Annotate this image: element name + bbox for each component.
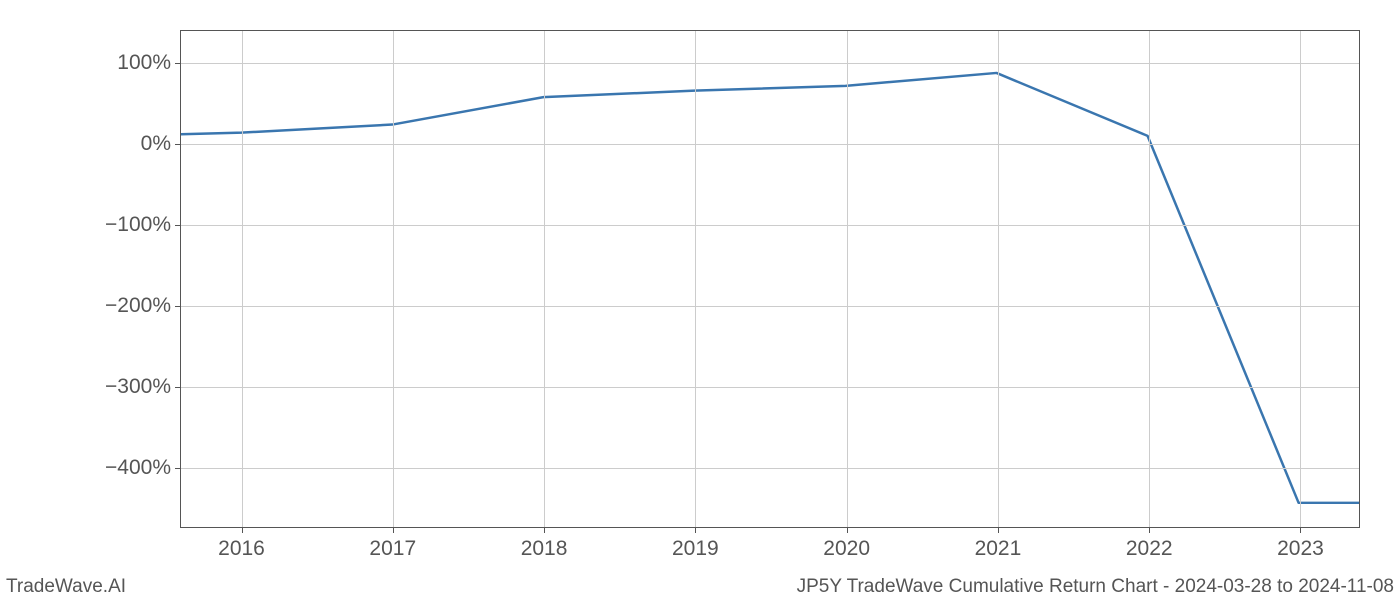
y-tick-label: −100% xyxy=(105,213,171,237)
x-tick-mark xyxy=(544,527,545,533)
grid-line-horizontal xyxy=(181,387,1359,388)
grid-line-vertical xyxy=(393,31,394,527)
grid-line-horizontal xyxy=(181,63,1359,64)
grid-line-vertical xyxy=(1300,31,1301,527)
x-tick-mark xyxy=(847,527,848,533)
x-tick-mark xyxy=(242,527,243,533)
x-tick-label: 2019 xyxy=(672,537,719,561)
x-tick-mark xyxy=(393,527,394,533)
x-tick-label: 2016 xyxy=(218,537,265,561)
grid-line-horizontal xyxy=(181,225,1359,226)
y-tick-label: −200% xyxy=(105,294,171,318)
chart-caption-right: JP5Y TradeWave Cumulative Return Chart -… xyxy=(797,576,1394,598)
y-tick-mark xyxy=(175,63,181,64)
y-tick-mark xyxy=(175,306,181,307)
x-tick-mark xyxy=(998,527,999,533)
y-tick-label: −400% xyxy=(105,456,171,480)
y-tick-mark xyxy=(175,225,181,226)
x-tick-label: 2022 xyxy=(1126,537,1173,561)
y-tick-label: 0% xyxy=(141,132,171,156)
grid-line-vertical xyxy=(998,31,999,527)
watermark-left: TradeWave.AI xyxy=(6,576,126,598)
line-series-svg xyxy=(181,31,1359,527)
chart-container: 2016 2017 2018 2019 2020 2021 2022 2023 −400% −30… xyxy=(0,0,1400,600)
x-tick-label: 2023 xyxy=(1277,537,1324,561)
line-series xyxy=(181,73,1359,503)
y-tick-label: 100% xyxy=(117,51,171,75)
grid-line-vertical xyxy=(544,31,545,527)
grid-line-vertical xyxy=(242,31,243,527)
x-tick-mark xyxy=(1149,527,1150,533)
y-tick-mark xyxy=(175,468,181,469)
grid-line-vertical xyxy=(847,31,848,527)
x-tick-label: 2021 xyxy=(975,537,1022,561)
y-tick-label: −300% xyxy=(105,375,171,399)
plot-area: 20162017201820192020202120222023−400%−30… xyxy=(180,30,1360,528)
grid-line-horizontal xyxy=(181,468,1359,469)
x-tick-label: 2020 xyxy=(823,537,870,561)
x-tick-label: 2017 xyxy=(369,537,416,561)
grid-line-horizontal xyxy=(181,144,1359,145)
grid-line-horizontal xyxy=(181,306,1359,307)
y-tick-mark xyxy=(175,144,181,145)
grid-line-vertical xyxy=(695,31,696,527)
x-tick-label: 2018 xyxy=(521,537,568,561)
x-tick-mark xyxy=(695,527,696,533)
y-tick-mark xyxy=(175,387,181,388)
grid-line-vertical xyxy=(1149,31,1150,527)
x-tick-mark xyxy=(1300,527,1301,533)
